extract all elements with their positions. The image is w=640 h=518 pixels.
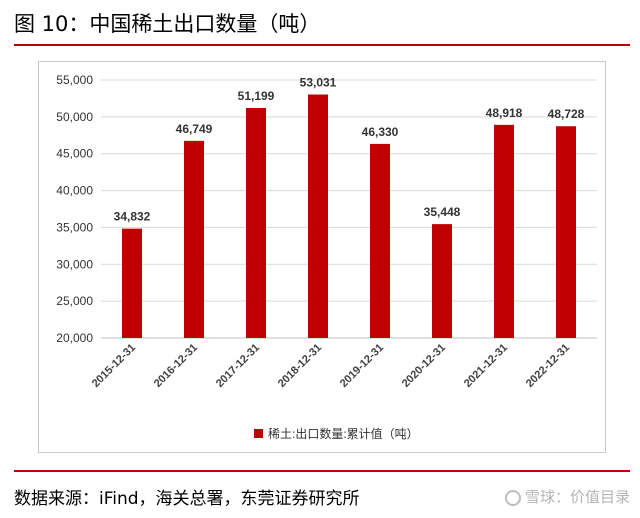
data-label: 48,918 [486, 106, 523, 120]
x-tick-label: 2015-12-31 [90, 342, 138, 390]
y-tick-label: 55,000 [56, 73, 93, 87]
legend-swatch [254, 429, 263, 438]
x-tick-label: 2020-12-31 [400, 342, 448, 390]
chart-frame: 20,000 25,000 30,000 35,000 40,000 45,000 50,0… [38, 61, 606, 453]
data-label: 53,031 [300, 76, 337, 90]
bar [246, 108, 266, 338]
snowball-logo-icon [504, 490, 521, 506]
figure-title: 图 10：中国稀土出口数量（吨） [14, 12, 321, 36]
legend-label: 稀土:出口数量:累计值（吨） [268, 426, 419, 441]
source-note: 数据来源：iFind，海关总署，东莞证券研究所 [14, 489, 360, 509]
bar [432, 224, 452, 338]
x-tick-label: 2021-12-31 [462, 342, 510, 390]
y-tick-label: 35,000 [56, 220, 93, 234]
bar-chart: 20,000 25,000 30,000 35,000 40,000 45,000 50,0… [56, 73, 597, 441]
watermark: 雪球：价值目录 [504, 486, 630, 507]
x-tick-label: 2019-12-31 [338, 342, 386, 390]
bottom-divider [14, 470, 630, 472]
bar [122, 228, 142, 338]
x-tick-label: 2017-12-31 [214, 342, 262, 390]
watermark-text: 雪球：价值目录 [524, 488, 630, 506]
y-tick-label: 20,000 [56, 331, 93, 345]
top-divider [14, 44, 630, 46]
data-label: 46,330 [362, 125, 399, 139]
data-label: 46,749 [176, 122, 213, 136]
data-label: 51,199 [238, 89, 275, 103]
bar [556, 126, 576, 338]
y-tick-label: 50,000 [56, 110, 93, 124]
x-tick-label: 2022-12-31 [524, 342, 572, 390]
bar [494, 124, 514, 338]
data-label: 34,832 [114, 210, 151, 224]
data-label: 35,448 [424, 205, 461, 219]
bar [308, 94, 328, 338]
y-tick-label: 25,000 [56, 294, 93, 308]
data-label: 48,728 [548, 107, 585, 121]
x-tick-label: 2016-12-31 [152, 342, 200, 390]
bar [370, 143, 390, 338]
y-tick-label: 40,000 [56, 184, 93, 198]
bar [184, 140, 204, 338]
y-tick-label: 45,000 [56, 147, 93, 161]
x-tick-label: 2018-12-31 [276, 342, 324, 390]
y-tick-label: 30,000 [56, 257, 93, 271]
